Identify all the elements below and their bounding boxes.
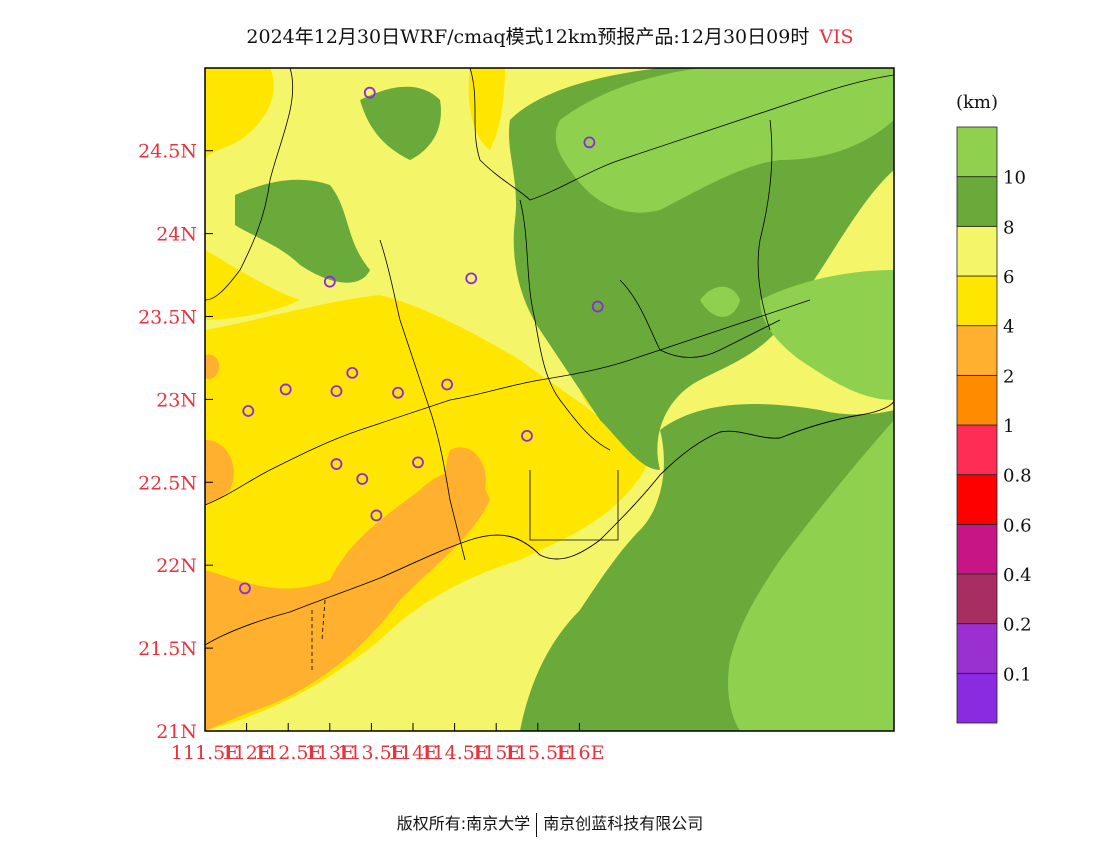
legend-swatch bbox=[956, 325, 998, 376]
copyright-left: 版权所有:南京大学 bbox=[396, 814, 531, 833]
field-4-6km-nw bbox=[205, 68, 274, 160]
legend-label: 0.4 bbox=[1003, 565, 1032, 586]
field-2-4km-center bbox=[445, 447, 486, 513]
legend-label: 0.2 bbox=[1003, 615, 1032, 636]
boundary-line-1 bbox=[205, 299, 811, 506]
station-markers bbox=[239, 86, 604, 595]
station-marker bbox=[330, 385, 343, 398]
legend-swatch bbox=[956, 225, 998, 277]
field-2-4km-coast bbox=[205, 471, 490, 731]
legend-swatch bbox=[956, 126, 998, 178]
lat-tick-label: 24.5N bbox=[138, 141, 197, 163]
field-8-10km-west bbox=[235, 179, 370, 283]
lon-tick-label: 111.5E bbox=[171, 742, 239, 764]
lon-tick-label: 114E bbox=[388, 742, 438, 764]
station-marker bbox=[591, 300, 604, 313]
lon-tick-label: 116E bbox=[554, 742, 604, 764]
station-marker bbox=[465, 272, 478, 285]
boundary-line-2 bbox=[205, 68, 294, 301]
field-10km-north bbox=[555, 68, 894, 213]
field-10km-sea bbox=[728, 420, 894, 731]
city-box bbox=[529, 470, 619, 541]
field-10km-east bbox=[760, 270, 894, 400]
legend-swatch bbox=[956, 474, 998, 525]
lat-tick-label: 22.5N bbox=[138, 472, 197, 494]
station-marker bbox=[356, 473, 369, 485]
lon-tick-label: 115.5E bbox=[504, 742, 572, 764]
lat-tick-label: 24N bbox=[156, 224, 197, 246]
station-marker bbox=[242, 405, 255, 417]
station-marker bbox=[239, 582, 251, 595]
boundary-line-7 bbox=[757, 119, 773, 331]
lon-tick-label: 112.5E bbox=[254, 742, 322, 764]
lon-tick-label: 113.5E bbox=[337, 742, 405, 764]
legend-label: 10 bbox=[1003, 168, 1026, 189]
legend-label: 4 bbox=[1003, 317, 1014, 338]
boundary-line-6 bbox=[619, 279, 781, 358]
legend-unit: (km) bbox=[956, 92, 998, 113]
station-marker bbox=[330, 458, 343, 470]
legend-swatch bbox=[956, 623, 998, 674]
station-marker bbox=[346, 366, 359, 379]
station-marker bbox=[363, 86, 376, 99]
legend-label: 0.1 bbox=[1003, 664, 1032, 685]
legend-label: 6 bbox=[1003, 267, 1014, 288]
legend-swatch bbox=[956, 424, 998, 476]
boundary-line-3 bbox=[379, 239, 466, 561]
boundary-line-4 bbox=[519, 199, 611, 451]
legend-label: 0.8 bbox=[1003, 466, 1032, 487]
lat-tick-label: 23N bbox=[156, 389, 197, 411]
field-4-6km-north bbox=[468, 68, 505, 150]
footer-separator bbox=[536, 812, 538, 837]
station-marker bbox=[370, 509, 383, 522]
field-10km-spot bbox=[700, 286, 740, 317]
lat-tick-label: 21N bbox=[156, 721, 197, 743]
copyright-footer: 版权所有:南京大学 南京创蓝科技有限公司 bbox=[0, 810, 1100, 837]
field-2-4km-spot bbox=[205, 354, 220, 380]
lon-tick-label: 115E bbox=[471, 742, 521, 764]
legend-swatch bbox=[956, 523, 998, 575]
field-2-4km-west bbox=[205, 440, 234, 505]
legend-label: 2 bbox=[1003, 366, 1014, 387]
legend-swatch bbox=[956, 672, 998, 724]
lon-tick-label: 114.5E bbox=[420, 742, 488, 764]
station-marker bbox=[441, 378, 454, 391]
station-marker bbox=[279, 383, 292, 396]
field-4-6km-west-strip bbox=[205, 250, 300, 320]
dashed-boundary bbox=[311, 599, 326, 670]
lat-tick-label: 22N bbox=[156, 555, 197, 577]
field-8-10km-north-2 bbox=[360, 86, 441, 160]
variable-name: VIS bbox=[819, 26, 854, 48]
title-text: 2024年12月30日WRF/cmaq模式12km预报产品:12月30日09时 bbox=[246, 26, 810, 48]
visibility-field bbox=[205, 68, 894, 731]
legend-label: 0.6 bbox=[1003, 515, 1032, 536]
chart-title: 2024年12月30日WRF/cmaq模式12km预报产品:12月30日09时 V… bbox=[0, 22, 1100, 49]
station-marker bbox=[521, 429, 533, 442]
map-axes: 111.5E112E112.5E113E113.5E114E114.5E115E… bbox=[138, 141, 604, 764]
station-marker bbox=[323, 275, 336, 288]
lat-tick-label: 23.5N bbox=[138, 307, 197, 329]
legend-swatch bbox=[956, 573, 998, 625]
legend-swatch bbox=[956, 275, 998, 327]
legend-swatch bbox=[956, 176, 998, 227]
lon-tick-label: 113E bbox=[305, 742, 355, 764]
copyright-right: 南京创蓝科技有限公司 bbox=[543, 814, 704, 833]
lon-tick-label: 112E bbox=[222, 742, 272, 764]
legend-label: 8 bbox=[1003, 217, 1014, 238]
station-marker bbox=[583, 136, 596, 149]
legend-swatch bbox=[956, 374, 998, 426]
station-marker bbox=[392, 386, 404, 399]
station-marker bbox=[412, 456, 424, 469]
coastline bbox=[205, 399, 894, 646]
boundary-line-5 bbox=[469, 68, 894, 201]
legend-label: 1 bbox=[1003, 416, 1014, 437]
colorbar-legend: (km) 0.1 0.2 0.4 0.6 0.8 1 2 4 6 8 10 bbox=[956, 92, 1032, 724]
lat-tick-label: 21.5N bbox=[138, 638, 197, 660]
